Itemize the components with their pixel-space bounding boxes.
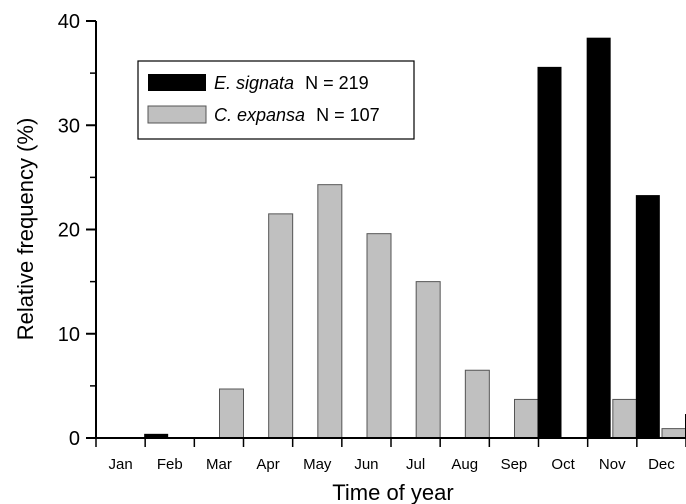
x-tick-label-dec: Dec xyxy=(648,456,675,473)
x-axis-title: Time of year xyxy=(332,480,453,504)
bar-e-signata-oct xyxy=(586,37,611,439)
y-tick-label: 10 xyxy=(58,324,80,346)
bar-c-expansa-jul xyxy=(415,281,441,439)
bar-c-expansa-dec xyxy=(661,428,686,439)
y-axis-title: Relative frequency (%) xyxy=(13,118,38,341)
y-tick-label: 0 xyxy=(69,428,80,450)
y-tick-labels: 0 10 20 30 40 xyxy=(58,11,80,450)
bar-e-signata-sep xyxy=(537,66,562,439)
bar-c-expansa-apr xyxy=(268,213,294,439)
bar-e-signata-jan xyxy=(144,433,169,438)
y-tick-label: 30 xyxy=(58,115,80,137)
x-tick-label-may: May xyxy=(303,456,332,473)
x-tick-label-apr: Apr xyxy=(256,456,279,473)
x-tick-label-mar: Mar xyxy=(206,456,232,473)
bar-e-signata-nov xyxy=(635,195,660,438)
x-tick-label-aug: Aug xyxy=(451,456,478,473)
x-tick-label-sep: Sep xyxy=(501,456,528,473)
bar-c-expansa-sep xyxy=(514,398,539,439)
legend-swatch-c-expansa xyxy=(147,105,207,124)
bars xyxy=(144,37,686,439)
x-tick-label-nov: Nov xyxy=(599,456,626,473)
legend-swatch-e-signata xyxy=(148,74,206,91)
bar-c-expansa-jun xyxy=(366,233,392,439)
bar-c-expansa-nov xyxy=(612,398,638,439)
x-tick-label-feb: Feb xyxy=(157,456,183,473)
x-tick-label-jul: Jul xyxy=(406,456,425,473)
x-tick-label-jun: Jun xyxy=(354,456,378,473)
y-tick-label: 40 xyxy=(58,11,80,33)
x-tick-labels: Jan Feb Mar Apr May Jun Jul Aug Sep Oct Nov Dec xyxy=(108,456,675,473)
legend-label-e-signata: E. signata N = 219 xyxy=(214,73,369,93)
bar-c-expansa-may xyxy=(317,184,343,439)
axis-ticks xyxy=(86,20,686,447)
bar-c-expansa-mar xyxy=(219,388,244,439)
x-tick-label-jan: Jan xyxy=(108,456,132,473)
y-tick-label: 20 xyxy=(58,220,80,242)
legend: E. signata N = 219 C. expansa N = 107 xyxy=(137,60,415,140)
legend-label-c-expansa: C. expansa N = 107 xyxy=(214,105,380,125)
x-tick-label-oct: Oct xyxy=(551,456,575,473)
bar-c-expansa-aug xyxy=(464,369,490,439)
